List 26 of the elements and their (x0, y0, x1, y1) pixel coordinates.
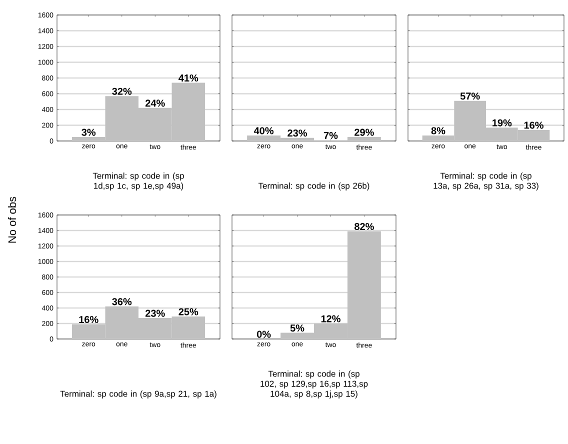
annotation: 16% (79, 316, 98, 324)
text: Terminal: sp code in (sp 13a, sp 26a, sp 31a, sp 33) (434, 172, 538, 190)
annotation: 57% (460, 92, 480, 100)
text: Terminal: sp code in (sp 26b) (258, 182, 370, 190)
annotation: 7% (324, 132, 338, 139)
annotation: 23% (288, 130, 308, 137)
annotation: 23% (145, 310, 165, 317)
annotation: 16% (524, 122, 544, 129)
y-axis-title: No of obs (8, 196, 16, 243)
text: Terminal: sp code in (sp 102, sp 129,sp 16,sp 113,sp 104a, sp 8,sp 1j,sp 15) (260, 370, 368, 398)
text: Terminal: sp code in (sp 9a,sp 21, sp 1a) (60, 390, 216, 398)
text: Terminal: sp code in (sp 1d,sp 1c, sp 1e,sp 49a) (92, 172, 184, 190)
annotation: 32% (112, 88, 132, 95)
annotation: 8% (431, 127, 446, 134)
annotation: 5% (290, 324, 304, 332)
annotation: 25% (178, 308, 198, 316)
annotation: 24% (145, 100, 165, 107)
annotation: 36% (112, 298, 132, 306)
annotation: 19% (492, 119, 512, 126)
annotation: 40% (254, 127, 274, 134)
annotation: 82% (354, 222, 374, 230)
annotation: 29% (354, 128, 374, 136)
annotation: 0% (256, 330, 271, 338)
annotation: 12% (321, 315, 340, 322)
annotation: 41% (178, 74, 198, 82)
annotation: 3% (82, 128, 96, 136)
